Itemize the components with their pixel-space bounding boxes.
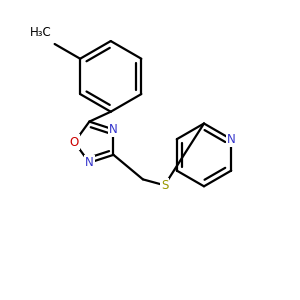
Text: N: N — [85, 156, 94, 169]
Text: O: O — [70, 136, 79, 148]
Text: N: N — [109, 123, 118, 136]
Text: S: S — [161, 179, 168, 192]
Text: H₃C: H₃C — [30, 26, 52, 39]
Text: N: N — [227, 133, 236, 146]
